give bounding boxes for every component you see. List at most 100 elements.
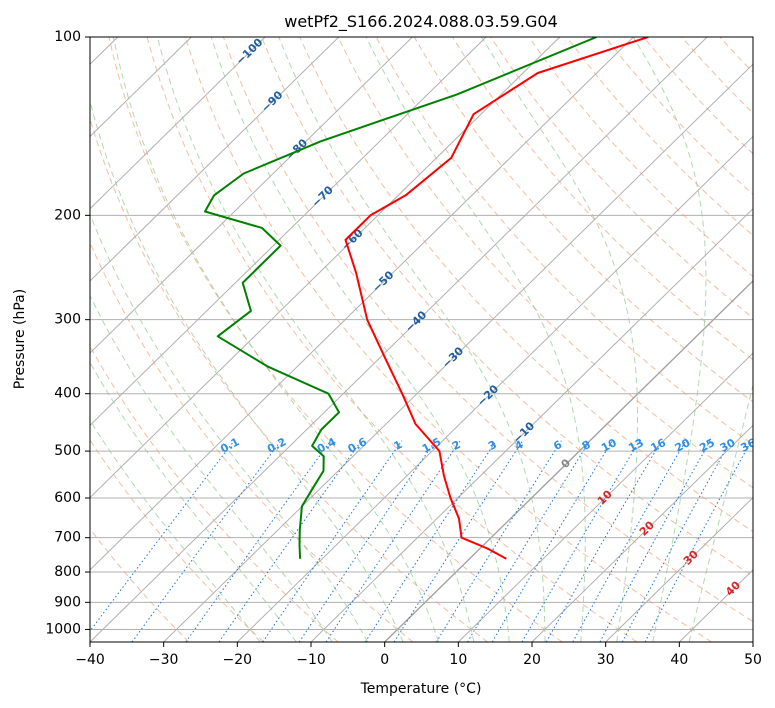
mixing-ratio-line xyxy=(90,440,235,632)
x-tick-label: −40 xyxy=(75,652,105,668)
moist-adiabat-line xyxy=(278,37,546,642)
y-tick-label: 800 xyxy=(54,564,81,580)
moist-adiabat-line xyxy=(90,294,333,642)
mixing-ratio-line xyxy=(644,440,752,642)
mixing-ratio-label: 0.2 xyxy=(265,435,288,456)
x-tick-label: 30 xyxy=(597,652,615,668)
y-axis-title: Pressure (hPa) xyxy=(12,289,28,389)
y-axis: 100 200 300 400 500 600 700 800 900 1000 xyxy=(45,29,90,637)
y-tick-label: 900 xyxy=(54,594,81,610)
dry-adiabat-line xyxy=(261,37,753,577)
dry-adiabat-line xyxy=(90,528,190,642)
mixing-ratio-line xyxy=(599,440,711,642)
background-lines xyxy=(90,37,775,642)
dry-adiabat-line xyxy=(719,37,753,74)
dry-adiabat-line xyxy=(681,37,753,114)
isotherm-line xyxy=(90,37,340,282)
isotherm-line xyxy=(90,37,192,138)
mixing-ratio-line xyxy=(364,440,497,642)
mixing-ratio-label: 25 xyxy=(697,436,717,455)
isotherm-line xyxy=(90,37,561,499)
dry-adiabat-line xyxy=(643,37,753,155)
dry-adiabat-line xyxy=(90,116,488,642)
dry-adiabat-line xyxy=(413,37,753,403)
y-tick-label: 400 xyxy=(54,386,81,402)
chart-title: wetPf2_S166.2024.088.03.59.G04 xyxy=(284,12,558,32)
mixing-ratio-label: 10 xyxy=(599,436,619,455)
mixing-ratio-label: 0.6 xyxy=(346,435,370,456)
moist-adiabat-line xyxy=(90,361,297,642)
isotherm-line xyxy=(457,352,753,642)
mixing-ratio-line xyxy=(521,440,641,642)
isotherm-line xyxy=(90,37,413,354)
x-tick-label: −20 xyxy=(223,652,253,668)
dewpoint-profile-line xyxy=(204,37,597,559)
x-tick-label: −30 xyxy=(149,652,179,668)
mixing-ratio-line xyxy=(325,440,461,642)
x-tick-label: 40 xyxy=(670,652,688,668)
mixing-ratio-line xyxy=(393,440,524,642)
dry-adiabat-line xyxy=(90,439,264,642)
isotherm-label: −100 xyxy=(233,36,265,68)
dry-adiabat-line xyxy=(490,37,753,319)
y-tick-label: 200 xyxy=(54,207,81,223)
dry-adiabat-line xyxy=(375,37,753,446)
mixing-ratio-line xyxy=(491,440,613,642)
isotherm-line xyxy=(90,37,266,210)
mixing-ratio-label: 0.1 xyxy=(218,435,241,456)
y-tick-label: 500 xyxy=(54,443,81,459)
x-tick-label: 20 xyxy=(523,652,541,668)
dry-adiabat-line xyxy=(337,37,753,489)
plot-frame xyxy=(89,36,754,643)
isotherm-line xyxy=(310,207,753,642)
isotherm-label: −70 xyxy=(309,183,336,210)
mixing-ratio-label: 36 xyxy=(738,436,758,455)
dry-adiabat-line xyxy=(758,37,775,642)
moist-adiabat-line xyxy=(90,419,261,642)
y-tick-label: 600 xyxy=(54,490,81,506)
y-tick-label: 300 xyxy=(54,312,81,328)
isotherm-line xyxy=(605,496,753,642)
dry-adiabat-line xyxy=(90,345,339,642)
isotherm-line xyxy=(531,424,753,642)
dry-adiabat-line xyxy=(184,37,712,642)
dry-adiabat-line xyxy=(299,37,753,533)
moist-adiabat-line xyxy=(481,37,638,642)
x-tick-label: 10 xyxy=(449,652,467,668)
moist-adiabat-line xyxy=(112,37,439,642)
isotherm-line xyxy=(90,37,487,427)
isotherm-line xyxy=(752,641,753,642)
dry-adiabat-line xyxy=(90,241,414,642)
moist-adiabat-line xyxy=(365,37,586,642)
isotherm-line xyxy=(236,135,753,642)
mixing-ratio-label-layer: 0.1 0.2 0.4 0.6 1 1.5 2 3 4 6 8 10 13 16 20 25 30 36 xyxy=(218,435,758,456)
mixing-ratio-line xyxy=(435,440,562,642)
y-tick-label: 100 xyxy=(54,29,81,45)
profile-layer xyxy=(204,37,649,560)
mixing-ratio-label: 16 xyxy=(648,436,668,455)
isotherm-label: −20 xyxy=(475,382,502,409)
y-tick-label: 700 xyxy=(54,530,81,546)
dry-adiabat-line xyxy=(108,37,563,642)
x-tick-label: 50 xyxy=(744,652,762,668)
dry-adiabat-line xyxy=(528,37,753,278)
isotherm-label: −60 xyxy=(339,226,366,253)
mixing-ratio-line xyxy=(298,440,436,642)
moist-adiabat-line xyxy=(210,37,510,642)
mixing-ratio-line xyxy=(467,440,591,642)
mixing-ratio-label: 13 xyxy=(626,436,646,455)
isotherm-line xyxy=(90,37,708,642)
mixing-ratio-line xyxy=(185,440,332,642)
mixing-ratio-line xyxy=(545,440,663,642)
mixing-ratio-line xyxy=(621,440,732,642)
x-tick-label: −10 xyxy=(296,652,326,668)
x-axis: −40 −30 −20 −10 0 10 20 30 40 50 xyxy=(75,642,762,668)
moist-adiabat-line xyxy=(156,37,475,642)
x-axis-title: Temperature (°C) xyxy=(360,681,482,697)
isotherm-label: −90 xyxy=(259,88,286,115)
y-tick-label: 1000 xyxy=(45,621,81,637)
isotherm-label: −80 xyxy=(284,136,311,163)
dry-adiabat-line xyxy=(146,37,638,642)
